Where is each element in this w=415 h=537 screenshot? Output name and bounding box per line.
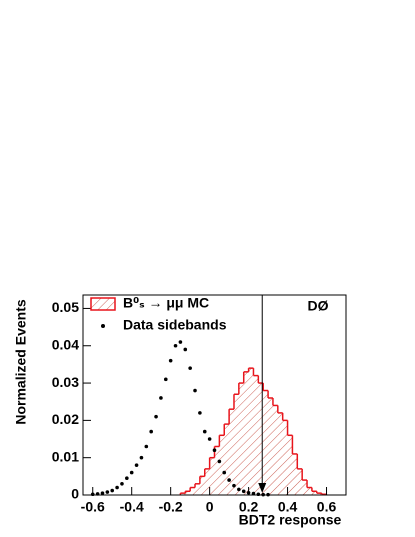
hist-bar (272, 405, 278, 495)
y-tick-label: 0.05 (52, 299, 79, 315)
data-point (217, 459, 222, 464)
hist-bar (238, 383, 244, 495)
data-point (202, 429, 207, 434)
y-tick-label: 0.02 (52, 411, 79, 427)
data-point (256, 492, 261, 497)
hist-bar (219, 435, 225, 495)
data-point (168, 358, 173, 363)
hist-bar (307, 487, 312, 495)
hist-bar (258, 383, 264, 495)
x-tick-label: -0.4 (120, 499, 144, 515)
hist-bar (199, 476, 205, 495)
hist-bar (302, 480, 308, 495)
hist-bar (292, 453, 298, 495)
hist-bar (185, 491, 191, 495)
plot-frame (82, 294, 347, 496)
y-axis-label: Normalized Events (13, 299, 29, 424)
x-tick-label: 0 (206, 499, 214, 515)
hist-bar (287, 435, 293, 495)
experiment-label: DØ (308, 298, 329, 314)
hist-bar (243, 371, 249, 495)
hist-bar (268, 397, 273, 495)
data-point (222, 470, 227, 475)
x-tick-label: 0.4 (278, 499, 298, 515)
hist-bar (233, 394, 239, 495)
data-point (198, 411, 202, 415)
data-point (105, 490, 110, 494)
data-point (149, 429, 153, 434)
x-tick-label: 0.6 (317, 499, 337, 515)
hist-bar (277, 412, 283, 495)
data-point (178, 340, 183, 344)
hist-bar (229, 409, 234, 495)
data-point (129, 470, 134, 475)
x-tick-label: 0.2 (239, 499, 259, 515)
data-point (251, 491, 256, 496)
y-tick-label: 0.03 (52, 374, 79, 390)
hist-bar (214, 446, 220, 495)
data-point (163, 377, 168, 382)
hist-bar (190, 487, 196, 495)
legend-swatch (90, 297, 116, 311)
hist-bar (224, 424, 230, 495)
cut-arrow-head (258, 483, 267, 493)
data-point (144, 444, 149, 449)
data-point (193, 388, 197, 393)
data-point (173, 343, 178, 348)
data-point (100, 491, 105, 495)
data-point (232, 483, 236, 488)
data-point (139, 455, 144, 460)
hist-bar (209, 457, 215, 495)
hist-bar (297, 468, 303, 495)
legend-label: Data sidebands (123, 317, 227, 333)
data-point (159, 396, 163, 400)
hist-bar (263, 390, 269, 495)
data-point (207, 437, 212, 441)
data-point (183, 347, 188, 352)
x-axis-label: BDT2 response (239, 512, 342, 528)
legend-marker (101, 324, 105, 328)
hist-bar (316, 493, 322, 495)
x-tick-label: -0.2 (159, 499, 183, 515)
hist-bar (248, 368, 254, 495)
data-point (241, 489, 246, 494)
hist-bar (282, 420, 288, 495)
data-point (125, 476, 129, 481)
legend-label: B⁰ₛ → μμ MC (123, 295, 209, 311)
data-point (237, 487, 241, 492)
data-point (188, 366, 192, 370)
hist-bar (204, 468, 210, 495)
data-point (110, 488, 115, 493)
y-tick-label: 0.01 (52, 448, 79, 464)
hist-bar (180, 493, 186, 495)
hist-bar (311, 491, 317, 495)
hist-bar (253, 375, 259, 495)
data-point (154, 414, 158, 419)
data-point (227, 478, 231, 482)
x-tick-label: -0.6 (81, 499, 105, 515)
data-point (115, 485, 119, 490)
data-point (120, 482, 124, 486)
y-tick-label: 0.04 (52, 336, 79, 352)
data-point (212, 448, 217, 453)
data-point (134, 463, 139, 467)
hist-bar (195, 483, 200, 495)
y-tick-label: 0 (71, 486, 79, 502)
